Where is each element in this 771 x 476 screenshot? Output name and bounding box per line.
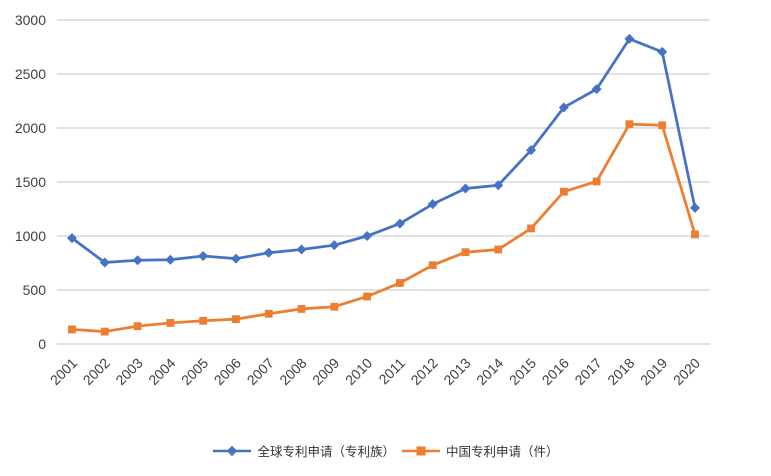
data-point-square (68, 325, 76, 334)
data-point-square (199, 316, 208, 325)
data-point-diamond (558, 102, 569, 113)
x-axis-tick-label: 2018 (604, 355, 637, 388)
y-axis-tick-label: 2000 (15, 120, 46, 136)
chart-plot-area: 0 500 1000 1500 2000 2500 3000 2001 2002 2003 2004… (15, 12, 710, 388)
x-axis-tick-label: 2002 (80, 355, 113, 388)
data-point-diamond (690, 202, 700, 213)
data-point-diamond (591, 84, 602, 95)
data-point-diamond (624, 33, 635, 44)
data-point-square (232, 315, 240, 324)
legend-label-global: 全球专利申请（专利族） (257, 445, 395, 459)
y-axis-tick-label: 500 (23, 282, 47, 298)
y-axis-tick-label: 1500 (15, 174, 46, 190)
legend-label-china: 中国专利申请（件） (446, 445, 559, 459)
x-axis-tick-label: 2012 (407, 355, 440, 388)
data-point-diamond (198, 250, 209, 261)
data-point-square (133, 322, 142, 331)
x-axis-tick-label: 2010 (342, 355, 375, 388)
data-point-square (297, 305, 306, 313)
data-point-square (658, 121, 667, 130)
x-axis-tick-label: 2009 (309, 355, 342, 388)
data-point-diamond (329, 240, 340, 251)
data-point-diamond (427, 199, 438, 210)
x-axis-tick-label: 2017 (571, 355, 604, 388)
data-point-diamond (526, 145, 537, 156)
data-point-diamond (296, 244, 307, 255)
x-axis-tick-label: 2006 (211, 355, 244, 388)
y-axis-tick-label: 3000 (15, 12, 46, 28)
legend-swatch-china-line-square-icon (402, 446, 440, 455)
data-point-square (166, 319, 175, 327)
data-point-square (559, 187, 568, 196)
x-axis-tick-label: 2004 (145, 355, 178, 388)
data-point-diamond (657, 46, 668, 57)
data-point-square (461, 248, 470, 257)
data-point-square (494, 245, 503, 254)
x-axis-tick-label: 2003 (112, 355, 145, 388)
data-point-square (363, 292, 372, 301)
data-point-square (264, 309, 273, 318)
x-axis-tick-label: 2007 (244, 355, 277, 388)
x-axis-tick-label: 2005 (178, 355, 211, 388)
x-axis-tick-label: 2015 (506, 355, 539, 388)
x-axis-tick-label: 2011 (375, 355, 408, 388)
data-point-square (592, 177, 601, 186)
y-axis-tick-label: 2500 (15, 66, 46, 82)
data-point-diamond (67, 233, 77, 244)
chart-legend: 全球专利申请（专利族） 中国专利申请（件） (0, 441, 771, 460)
data-point-square (395, 279, 404, 287)
x-axis-tick-label: 2014 (473, 355, 506, 388)
data-point-square (428, 261, 437, 270)
data-point-square (691, 230, 699, 239)
data-point-square (527, 224, 535, 233)
data-point-diamond (493, 180, 504, 191)
data-point-square (625, 120, 634, 129)
data-point-diamond (99, 257, 110, 268)
data-point-diamond (132, 255, 143, 266)
legend-item-global: 全球专利申请（专利族） (212, 441, 395, 460)
y-axis-tick-label: 0 (38, 336, 46, 352)
x-axis-tick-label: 2020 (670, 355, 703, 388)
data-point-square (100, 327, 109, 336)
x-axis-tick-label: 2013 (440, 355, 473, 388)
data-point-diamond (460, 183, 471, 194)
legend-swatch-global-line-diamond-icon (213, 445, 252, 456)
series-line-0 (70, 37, 697, 264)
y-axis-tick-label: 1000 (15, 228, 46, 244)
x-axis-tick-label: 2001 (47, 355, 80, 388)
data-point-diamond (394, 218, 405, 229)
x-axis-tick-label: 2019 (637, 355, 670, 388)
data-point-diamond (263, 247, 274, 258)
series-line-1 (70, 122, 697, 333)
legend-item-china: 中国专利申请（件） (401, 441, 559, 460)
data-point-square (330, 302, 339, 311)
data-point-diamond (165, 254, 176, 265)
data-point-diamond (362, 231, 373, 241)
x-axis-tick-label: 2016 (539, 355, 572, 388)
data-point-diamond (230, 253, 241, 264)
x-axis-tick-label: 2008 (276, 355, 309, 388)
